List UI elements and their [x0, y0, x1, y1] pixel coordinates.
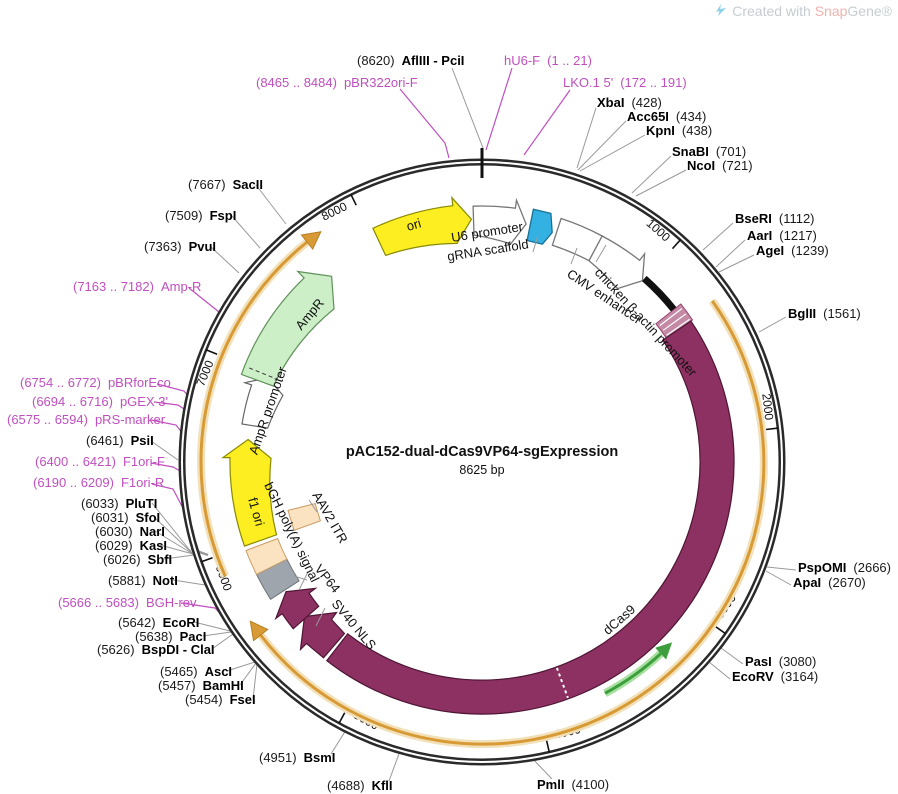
- site-label-f1ori-r: (6190 .. 6209) F1ori-R: [33, 475, 165, 490]
- vp64-feature-arrow: [274, 587, 320, 630]
- ori-feature-arrow: [372, 195, 473, 257]
- orf-arc-left-arrowhead: [300, 231, 322, 251]
- site-label-pspomI: PspOMI (2666): [798, 560, 891, 575]
- ori-label: ori: [405, 215, 423, 233]
- site-label-ageI: AgeI (1239): [756, 243, 829, 258]
- site-label-plutI: (6033) PluTI: [81, 496, 158, 511]
- site-label-ncoI: NcoI (721): [687, 158, 753, 173]
- orf-arc-left: [197, 231, 322, 578]
- grna-scaffold-feature: [526, 208, 553, 245]
- site-label-pbr322ori-f: (8465 .. 8484) pBR322ori-F: [256, 75, 418, 90]
- site-label-notI: (5881) NotI: [108, 573, 178, 588]
- snapgene-logo-icon: [714, 4, 728, 18]
- dcas9-dashed-divider: [555, 667, 569, 699]
- site-label-bgh-rev: (5666 .. 5683) BGH-rev: [58, 595, 197, 610]
- site-label-psiI: (6461) PsiI: [86, 433, 154, 448]
- site-label-sfoI: (6031) SfoI: [91, 510, 161, 525]
- scale-tick-labels: 1000 2000 3000 4000 5000 6000 7000 8000: [193, 199, 776, 742]
- site-label-pasI: PasI (3080): [745, 654, 817, 669]
- site-label-ecorV: EcoRV (3164): [732, 669, 819, 684]
- aav2-itr-feature: [287, 502, 322, 532]
- hatched-intron-segment: [655, 303, 694, 339]
- site-label-sacII: (7667) SacII: [188, 177, 263, 192]
- site-label-xbaI: XbaI (428): [597, 95, 662, 110]
- site-label-kpnI: KpnI (438): [646, 123, 713, 138]
- site-label-hu6-f: hU6-F (1 .. 21): [504, 53, 592, 68]
- snapgene-watermark: Created with SnapGene®: [714, 3, 892, 19]
- site-label-lko1-5: LKO.1 5' (172 .. 191): [563, 75, 687, 90]
- scale-ticks: [201, 194, 779, 753]
- site-label-sbfI: (6026) SbfI: [103, 552, 173, 567]
- site-label-f1ori-f: (6400 .. 6421) F1ori-F: [35, 454, 165, 469]
- plasmid-title: pAC152-dual-dCas9VP64-sgExpression: [346, 444, 618, 460]
- orf-arc-right-arrowhead: [249, 620, 269, 642]
- enzyme-leader-lines: [150, 67, 797, 782]
- orf-arrow-green: [603, 642, 673, 697]
- site-label-fspI: (7509) FspI: [165, 208, 237, 223]
- site-label-aarI: AarI (1217): [747, 228, 817, 243]
- orf-arrow-green-head: [655, 642, 673, 660]
- ampr-tail-dash: [248, 367, 273, 378]
- site-label-kflI: (4688) KflI: [327, 778, 393, 793]
- site-label-pmlI: PmlI (4100): [537, 777, 610, 792]
- site-label-fseI: (5454) FseI: [185, 692, 256, 707]
- dcas9-feature-arc: [325, 320, 735, 715]
- site-label-pgex-3: (6694 .. 6716) pGEX 3': [32, 394, 168, 409]
- site-label-prs-marker: (6575 .. 6594) pRS-marker: [7, 412, 166, 427]
- site-label-pbrforeco: (6754 .. 6772) pBRforEco: [20, 375, 171, 390]
- site-label-kasI: (6029) KasI: [95, 538, 168, 553]
- u6-promoter-feature-arrow: [472, 197, 527, 245]
- site-label-bsmI: (4951) BsmI: [259, 750, 336, 765]
- site-label-amp-r: (7163 .. 7182) Amp-R: [73, 279, 202, 294]
- tick-label-1000: 1000: [644, 216, 673, 244]
- site-label-pvuI: (7363) PvuI: [144, 239, 217, 254]
- orf-arc-right: [249, 298, 768, 749]
- site-label-apaI: ApaI (2670): [793, 575, 866, 590]
- site-label-bserI: BseRI (1112): [735, 211, 815, 226]
- sv40-nls-feature-arrow: [299, 611, 346, 659]
- site-label-bglII: BglII (1561): [788, 306, 861, 321]
- f1-ori-feature-arrow: [221, 438, 278, 547]
- site-label-aflIII-pciI: (8620) AflIII - PciI: [357, 53, 465, 68]
- site-label-snabI: SnaBI (701): [672, 144, 747, 159]
- watermark-text: Created with SnapGene®: [732, 3, 892, 19]
- site-label-narI: (6030) NarI: [95, 524, 165, 539]
- feature-leader-lines: [293, 234, 607, 627]
- ampr-feature-arrow: [240, 270, 335, 387]
- site-label-bspdI-claI: (5626) BspDI - ClaI: [97, 642, 215, 657]
- site-label-acc65I: Acc65I (434): [627, 109, 707, 124]
- tick-label-8000: 8000: [319, 199, 349, 223]
- promoter-black-arc: [641, 275, 677, 312]
- itr-peach-block: [245, 537, 288, 576]
- site-label-ecorI: (5642) EcoRI: [118, 615, 200, 630]
- site-label-bamhI: (5457) BamHI: [158, 678, 244, 693]
- plasmid-size: 8625 bp: [459, 463, 504, 477]
- site-label-pacI: (5638) PacI: [135, 629, 207, 644]
- site-label-ascI: (5465) AscI: [160, 664, 233, 679]
- primer-leader-lines: [150, 67, 571, 625]
